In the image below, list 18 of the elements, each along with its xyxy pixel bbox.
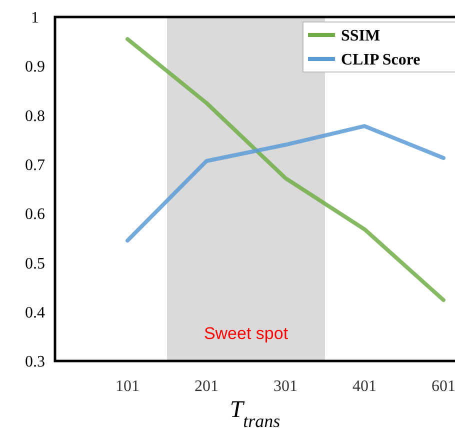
y-tick-label: 0.8 xyxy=(25,108,45,125)
x-axis-title: T$_{trans}$ xyxy=(230,397,280,431)
y-tick-label: 0.7 xyxy=(25,157,45,174)
y-tick-label: 0.4 xyxy=(25,304,45,322)
x-tick-label: 101 xyxy=(116,378,140,395)
legend-label: SSIM xyxy=(341,28,380,45)
y-tick-label: 0.9 xyxy=(25,58,45,76)
y-tick-label: 0.5 xyxy=(25,255,45,272)
x-tick-label: 601 xyxy=(432,378,455,395)
line-series xyxy=(126,124,446,243)
x-tick-label: 201 xyxy=(194,378,218,395)
legend-label: CLIP Score xyxy=(341,52,420,69)
y-tick-label: 1 xyxy=(31,10,39,27)
band-label: Sweet spot xyxy=(204,324,288,343)
x-tick-label: 401 xyxy=(352,378,376,395)
x-tick-label: 301 xyxy=(274,378,298,395)
y-tick-label: 0.6 xyxy=(25,206,45,224)
y-tick-label: 0.3 xyxy=(25,354,45,371)
